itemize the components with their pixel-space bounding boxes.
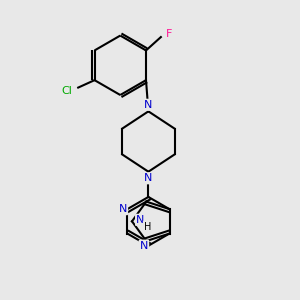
Text: H: H [144, 222, 151, 232]
Text: N: N [118, 204, 127, 214]
Text: F: F [166, 29, 172, 39]
Text: N: N [144, 173, 153, 183]
Text: Cl: Cl [61, 85, 72, 96]
Text: N: N [136, 215, 145, 225]
Text: N: N [140, 241, 148, 251]
Text: N: N [144, 100, 153, 110]
